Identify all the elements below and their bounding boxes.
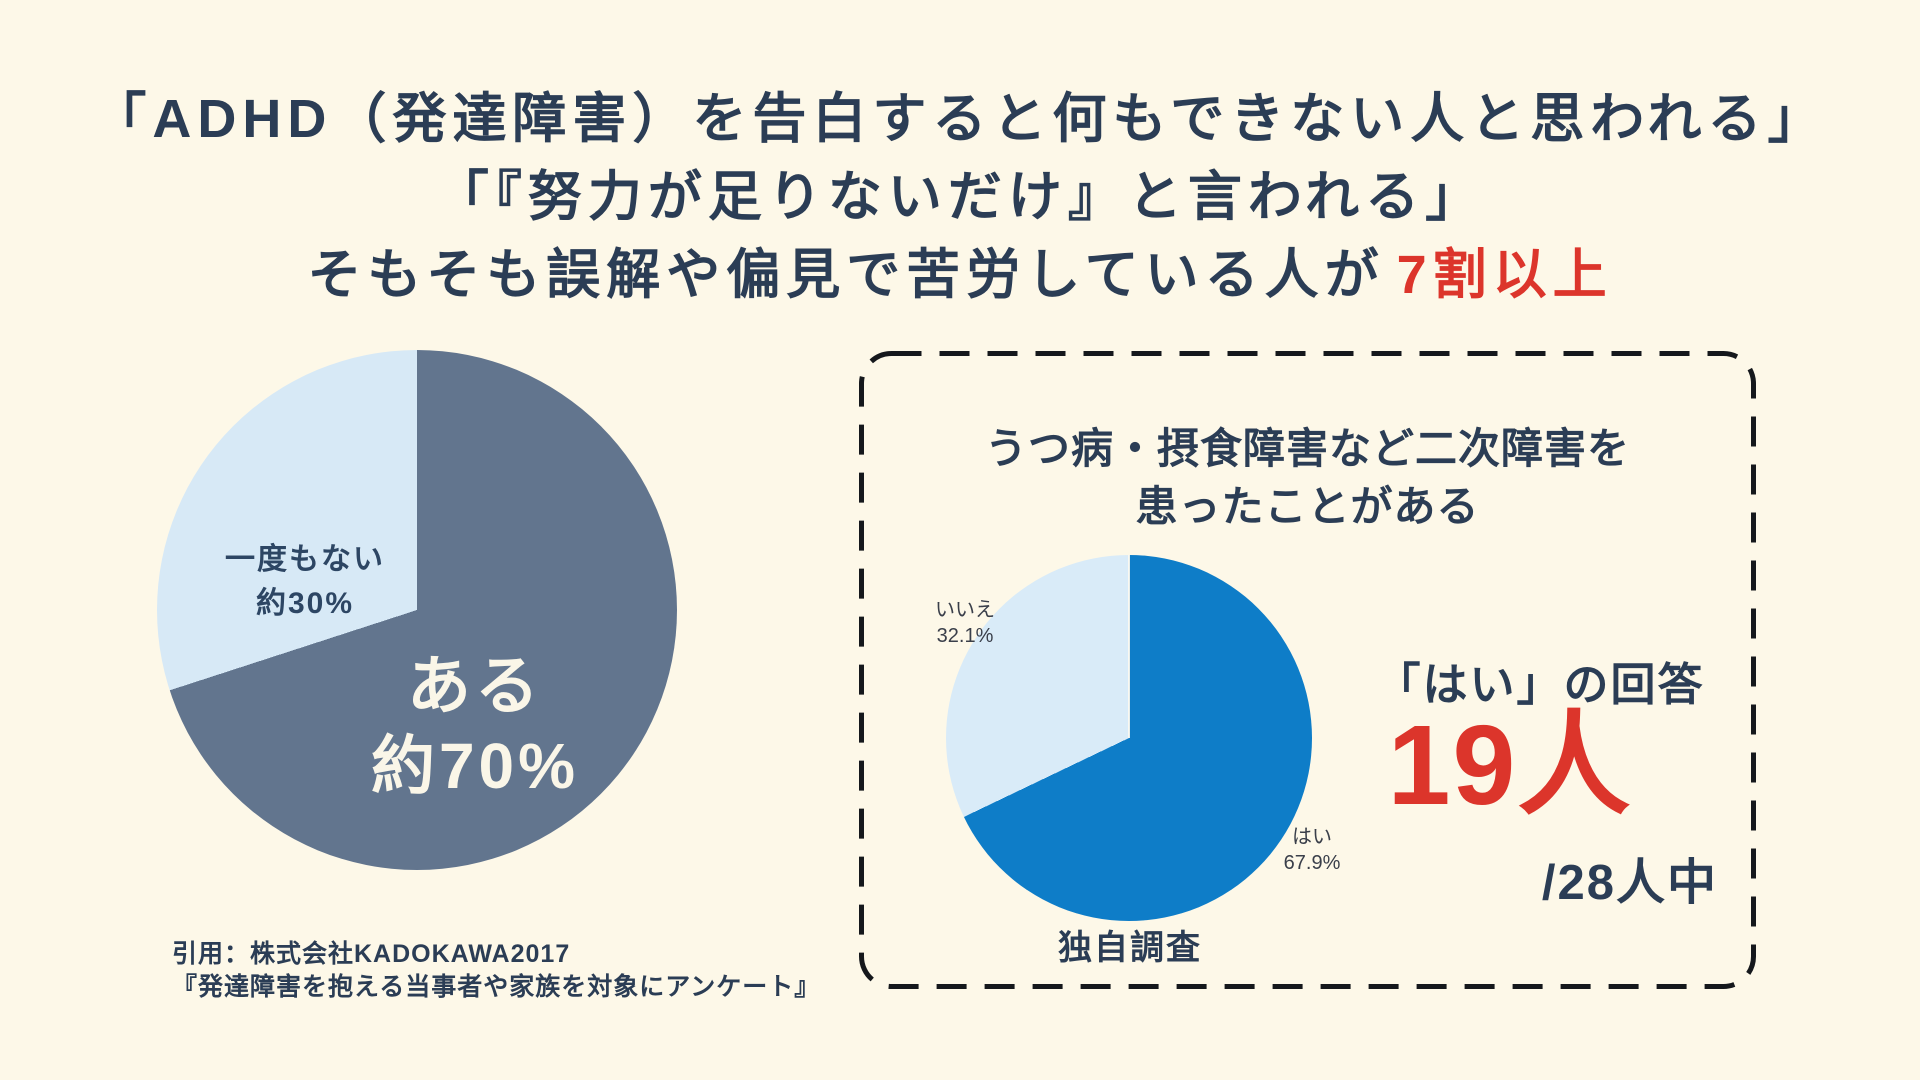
pie-slice-divider <box>1128 555 1130 738</box>
left-pie-chart <box>157 350 677 870</box>
citation-line-2: 『発達障害を抱える当事者や家族を対象にアンケート』 <box>172 973 821 1001</box>
left-pie-main-value: 約70% <box>370 730 580 802</box>
headline-line-1: 「ADHD（発達障害）を告白すると何もできない人と思われる」 <box>92 89 1828 149</box>
right-pie-yes-label-text: はい <box>1292 826 1332 848</box>
dashed-border <box>859 351 1756 989</box>
right-pie-no-value: 32.1% <box>936 625 994 647</box>
survey-panel-heading: うつ病・摂食障害など二次障害を 患ったことがある <box>858 420 1757 536</box>
headline: 「ADHD（発達障害）を告白すると何もできない人と思われる」 「『努力が足りない… <box>0 80 1920 314</box>
answer-caption: 「はい」の回答 <box>1375 659 1705 710</box>
headline-line-3: そもそも誤解や偏見で苦労している人が 7割以上 <box>0 236 1920 314</box>
left-pie-secondary-value: 約30% <box>255 587 355 620</box>
source-label: 独自調査 <box>1058 929 1202 967</box>
right-pie-yes-value: 67.9% <box>1283 852 1341 874</box>
survey-panel <box>858 350 1757 990</box>
headline-line-3-text: そもそも誤解や偏見で苦労している人が <box>307 245 1385 305</box>
answer-count: 19人 <box>1387 702 1633 828</box>
left-pie-secondary-slice-label: 一度もない 約30% <box>200 538 410 626</box>
survey-heading-line-1: うつ病・摂食障害など二次障害を <box>984 425 1630 472</box>
left-pie-main-slice-label: ある 約70% <box>315 646 635 806</box>
left-pie-secondary-label-text: 一度もない <box>225 543 385 576</box>
right-pie-no-label-text: いいえ <box>935 599 995 621</box>
survey-heading-line-2: 患ったことがある <box>1135 483 1480 530</box>
answer-total: /28人中 <box>1541 856 1718 910</box>
headline-line-2: 「『努力が足りないだけ』と言われる」 <box>434 167 1486 227</box>
right-pie-no-label: いいえ 32.1% <box>915 597 1015 649</box>
left-pie-main-label-text: ある <box>407 650 543 722</box>
citation: 引用：株式会社KADOKAWA2017 『発達障害を抱える当事者や家族を対象にア… <box>172 938 820 1004</box>
right-pie-yes-label: はい 67.9% <box>1262 824 1362 876</box>
headline-highlight: 7割以上 <box>1396 245 1613 305</box>
citation-line-1: 引用：株式会社KADOKAWA2017 <box>172 940 571 968</box>
right-pie-chart <box>946 555 1312 921</box>
